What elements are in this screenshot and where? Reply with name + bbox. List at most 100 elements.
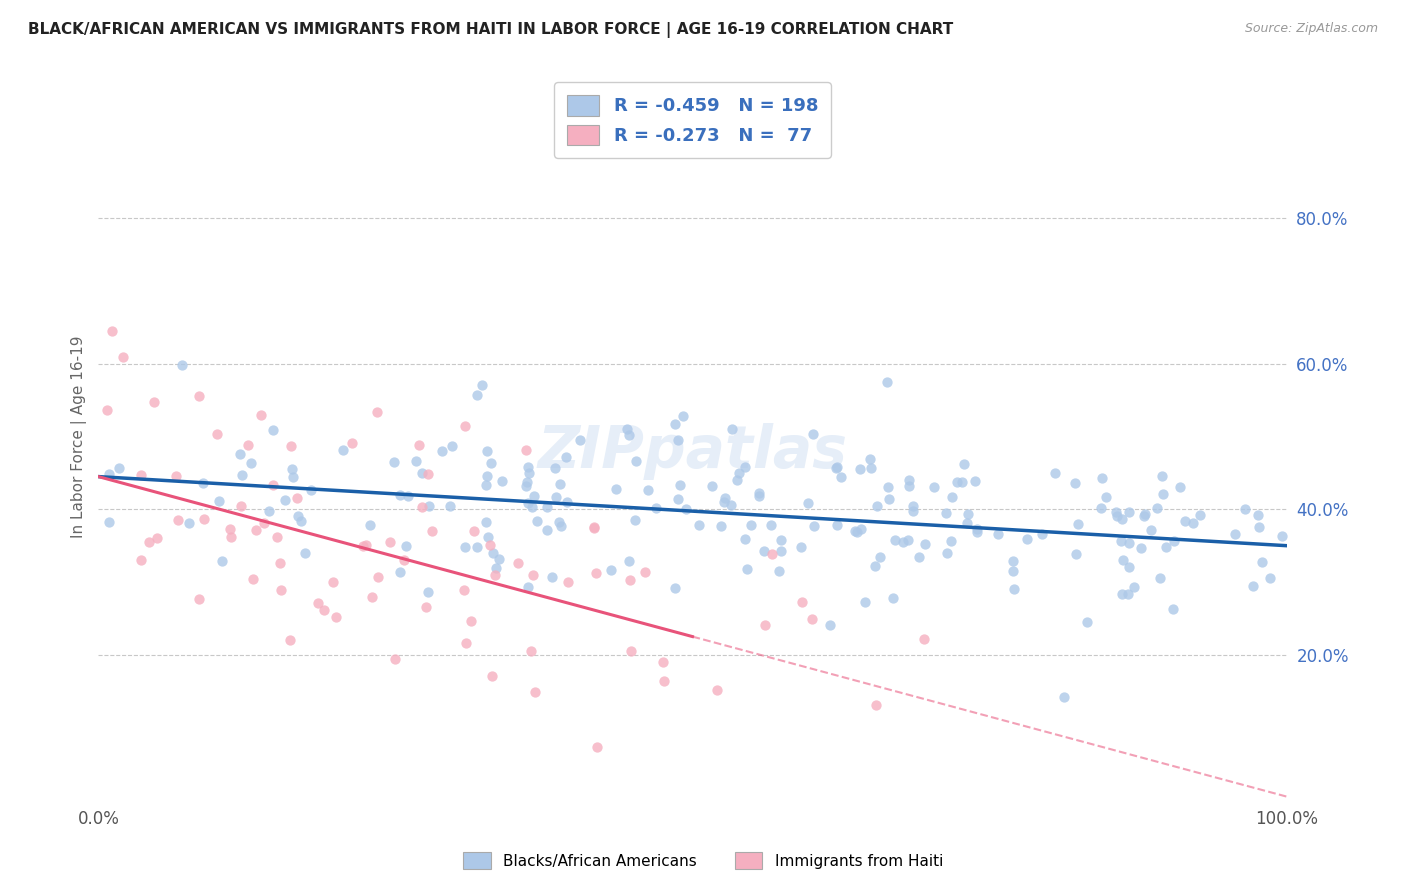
Point [720, 498, 742, 512]
Point [107, 460, 129, 475]
Point [585, 566, 607, 581]
Point [394, 553, 416, 567]
Point [633, 566, 655, 580]
Point [270, 583, 292, 598]
Point [1001, 564, 1024, 578]
Point [616, 422, 638, 436]
Point [219, 531, 242, 545]
Point [307, 596, 329, 610]
Point [1118, 535, 1140, 549]
Point [465, 541, 488, 555]
Point [415, 599, 437, 614]
Point [411, 466, 433, 480]
Point [945, 475, 967, 489]
Point [257, 504, 280, 518]
Point [666, 492, 689, 507]
Legend: Blacks/African Americans, Immigrants from Haiti: Blacks/African Americans, Immigrants fro… [457, 846, 949, 875]
Point [830, 470, 852, 484]
Point [645, 500, 668, 515]
Point [1163, 534, 1185, 549]
Point [664, 417, 686, 432]
Point [914, 537, 936, 551]
Point [477, 530, 499, 544]
Point [859, 461, 882, 475]
Y-axis label: In Labor Force | Age 16-19: In Labor Force | Age 16-19 [72, 335, 87, 538]
Point [557, 575, 579, 590]
Point [517, 466, 540, 480]
Point [605, 482, 627, 496]
Point [1031, 526, 1053, 541]
Point [219, 523, 242, 537]
Point [463, 524, 485, 538]
Point [229, 499, 252, 513]
Point [849, 522, 872, 536]
Point [138, 535, 160, 549]
Point [523, 685, 546, 699]
Point [882, 591, 904, 605]
Point [901, 504, 924, 518]
Point [179, 516, 201, 531]
Point [569, 433, 592, 447]
Point [907, 549, 929, 564]
Point [859, 452, 882, 467]
Point [395, 539, 418, 553]
Point [129, 468, 152, 483]
Point [314, 603, 336, 617]
Point [242, 573, 264, 587]
Point [1118, 560, 1140, 574]
Point [544, 490, 567, 504]
Point [262, 423, 284, 437]
Point [416, 585, 439, 599]
Point [876, 376, 898, 390]
Point [172, 358, 194, 372]
Point [897, 533, 920, 547]
Point [354, 538, 377, 552]
Point [1064, 548, 1087, 562]
Point [619, 573, 641, 587]
Point [1152, 487, 1174, 501]
Point [396, 489, 419, 503]
Point [734, 533, 756, 547]
Point [239, 456, 262, 470]
Point [1150, 469, 1173, 483]
Point [725, 473, 748, 487]
Point [1189, 508, 1212, 523]
Point [987, 527, 1010, 541]
Point [188, 389, 211, 403]
Point [188, 591, 211, 606]
Point [761, 547, 783, 561]
Point [231, 467, 253, 482]
Point [735, 561, 758, 575]
Point [1067, 517, 1090, 532]
Point [952, 458, 974, 472]
Point [734, 459, 756, 474]
Point [96, 403, 118, 417]
Point [1109, 533, 1132, 548]
Point [236, 438, 259, 452]
Point [865, 698, 887, 713]
Point [790, 541, 813, 555]
Point [668, 478, 690, 492]
Point [586, 739, 609, 754]
Point [229, 447, 252, 461]
Point [167, 513, 190, 527]
Point [1107, 508, 1129, 523]
Point [378, 535, 401, 549]
Point [281, 462, 304, 476]
Point [515, 442, 537, 457]
Point [769, 533, 792, 547]
Point [479, 456, 502, 470]
Point [1135, 507, 1157, 521]
Point [420, 524, 443, 539]
Point [600, 563, 623, 577]
Point [624, 513, 647, 527]
Point [475, 443, 498, 458]
Point [454, 418, 477, 433]
Point [818, 617, 841, 632]
Point [367, 570, 389, 584]
Point [1118, 505, 1140, 519]
Point [1002, 554, 1025, 568]
Point [287, 508, 309, 523]
Point [702, 478, 724, 492]
Point [352, 539, 374, 553]
